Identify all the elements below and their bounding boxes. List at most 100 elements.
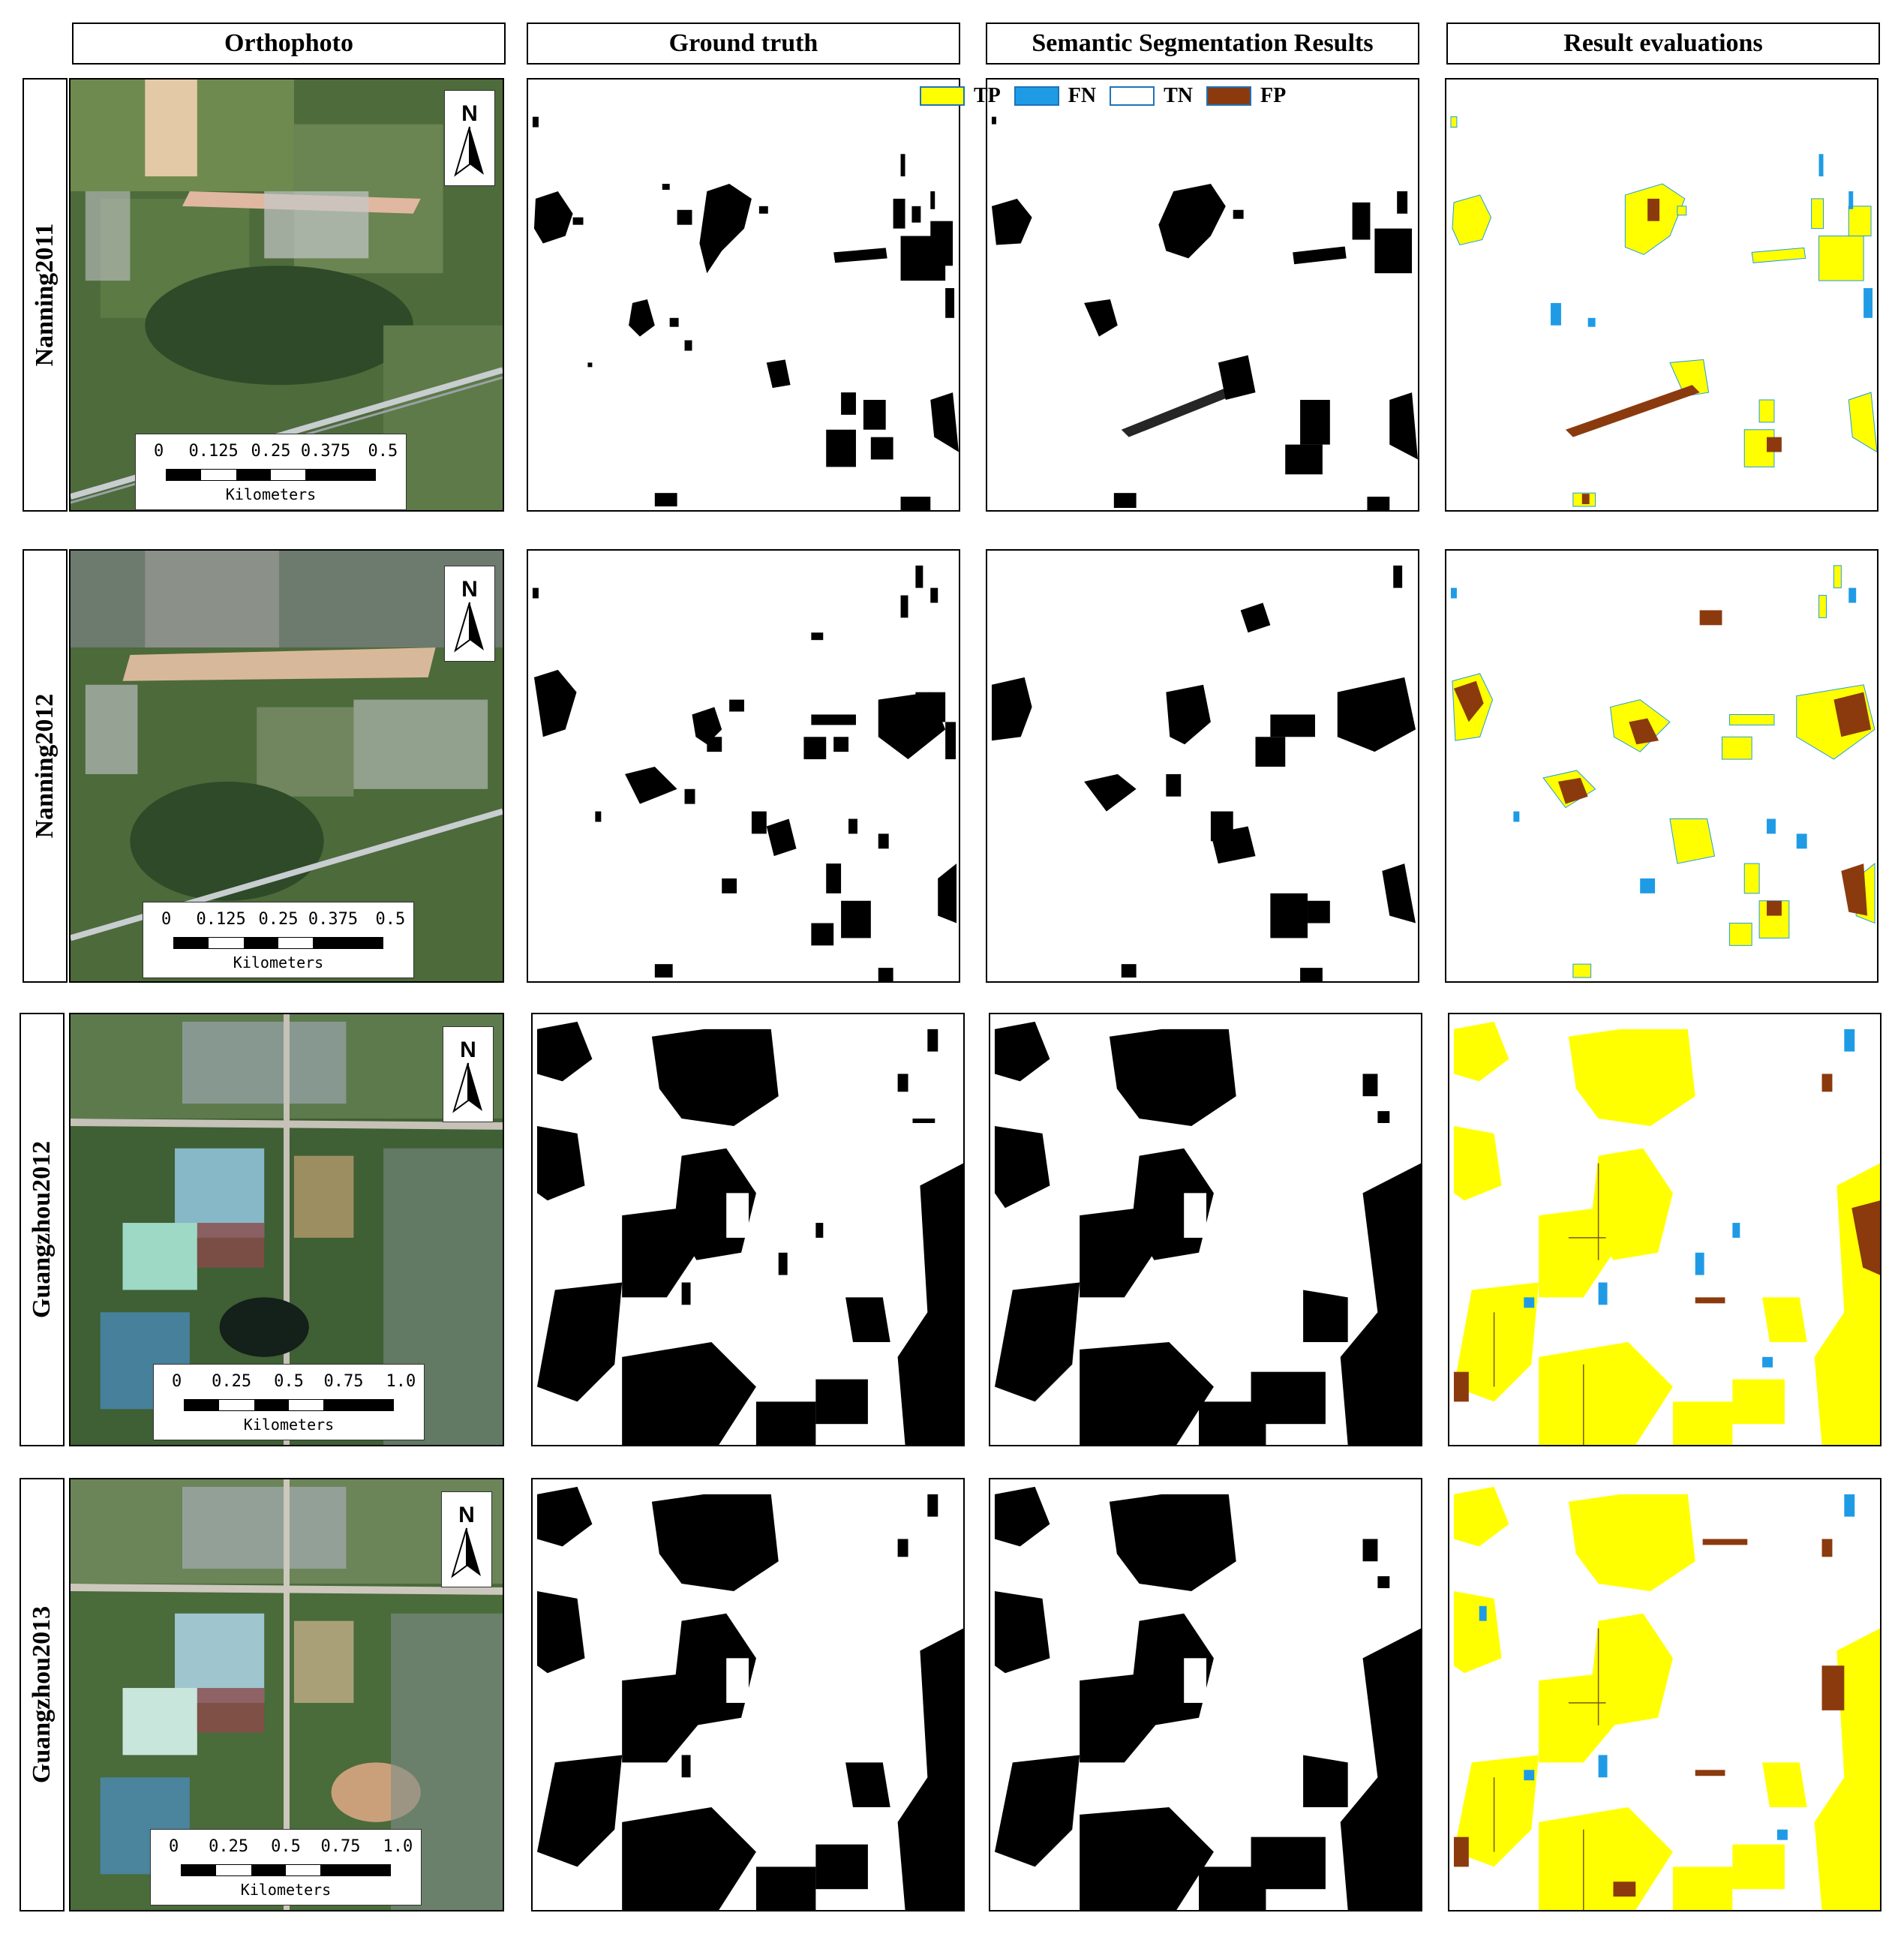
segmentation-guangzhou2012: [989, 1013, 1422, 1446]
segmentation-mask: [994, 1486, 1421, 1910]
scale-bar: 0 0.25 0.5 0.75 1.0 Kilometers: [153, 1364, 425, 1440]
evaluation-map: [1453, 1021, 1880, 1445]
scale-tick: 0.75: [320, 1837, 361, 1856]
orthophoto-image: [71, 551, 503, 981]
scale-bar-graphic: [184, 1399, 394, 1411]
legend-swatch-fn: [1014, 86, 1059, 106]
row-label-guangzhou2013: Guangzhou2013: [20, 1478, 65, 1911]
legend-swatch-tp: [920, 86, 965, 106]
scale-tick: 0.25: [258, 910, 299, 929]
evaluation-map: [1450, 565, 1875, 978]
orthophoto-nanning2012: N 0 0.125 0.25 0.375 0.5 Kilometers: [69, 549, 504, 983]
scale-unit: Kilometers: [225, 485, 317, 503]
north-arrow-icon: N: [454, 101, 484, 177]
scale-tick: 0.25: [251, 442, 291, 461]
header-orthophoto: Orthophoto: [72, 23, 506, 65]
scale-bar-graphic: [181, 1864, 391, 1876]
segmentation-nanning2011: [986, 78, 1419, 512]
scale-unit: Kilometers: [243, 1416, 335, 1434]
legend-swatch-fp: [1206, 86, 1252, 106]
scale-bar-graphic: [173, 937, 383, 949]
orthophoto-image: [71, 80, 503, 510]
segmentation-mask: [991, 565, 1416, 981]
scale-ticks: 0 0.125 0.25 0.375 0.5: [146, 442, 398, 464]
orthophoto-nanning2011: N 0 0.125 0.25 0.375 0.5 Kilometers: [69, 78, 504, 512]
row-label-guangzhou2012: Guangzhou2012: [20, 1013, 65, 1446]
scale-bar: 0 0.125 0.25 0.375 0.5 Kilometers: [135, 434, 407, 510]
header-ground-truth-label: Ground truth: [668, 29, 818, 57]
ground-truth-nanning2012: [527, 549, 960, 983]
scale-ticks: 0 0.125 0.25 0.375 0.5: [154, 910, 406, 932]
ground-truth-guangzhou2013: [531, 1478, 965, 1911]
scale-tick: 0.75: [323, 1372, 364, 1391]
scale-tick: 0: [161, 910, 172, 929]
scale-bar-graphic: [166, 469, 376, 481]
evaluation-guangzhou2012: [1448, 1013, 1881, 1446]
scale-tick: 0.375: [308, 910, 359, 929]
scale-tick: 0.5: [368, 442, 398, 461]
north-arrow: N: [444, 90, 495, 186]
legend-item-tp: TP: [920, 84, 1001, 108]
orthophoto-guangzhou2012: N 0 0.25 0.5 0.75 1.0 Kilometers: [69, 1013, 504, 1446]
header-evaluation-label: Result evaluations: [1563, 29, 1763, 57]
header-segmentation: Semantic Segmentation Results: [986, 23, 1419, 65]
north-label: N: [460, 1038, 476, 1062]
scale-tick: 1.0: [383, 1837, 413, 1856]
legend-label-tn: TN: [1164, 84, 1194, 107]
scale-tick: 0.125: [196, 910, 246, 929]
evaluation-map: [1450, 116, 1877, 507]
row-label-nanning2011: Nanning2011: [23, 78, 68, 512]
scale-tick: 0.25: [212, 1372, 252, 1391]
header-segmentation-label: Semantic Segmentation Results: [1032, 29, 1374, 57]
north-arrow-icon: N: [451, 1503, 481, 1578]
evaluation-map: [1453, 1486, 1880, 1910]
scale-tick: 0.25: [209, 1837, 249, 1856]
north-arrow: N: [441, 1491, 492, 1587]
segmentation-mask: [994, 1021, 1421, 1445]
row-label-text: Nanning2012: [31, 693, 59, 839]
row-label-nanning2012: Nanning2012: [23, 549, 68, 983]
ground-truth-mask: [532, 116, 959, 510]
row-label-text: Guangzhou2013: [28, 1605, 56, 1784]
evaluation-nanning2011: [1445, 78, 1878, 512]
ground-truth-guangzhou2012: [531, 1013, 965, 1446]
legend-item-fp: FP: [1206, 84, 1286, 108]
segmentation-mask: [991, 116, 1418, 510]
scale-tick: 1.0: [386, 1372, 416, 1391]
north-label: N: [458, 1503, 475, 1527]
evaluation-guangzhou2013: [1448, 1478, 1881, 1911]
orthophoto-guangzhou2013: N 0 0.25 0.5 0.75 1.0 Kilometers: [69, 1478, 504, 1911]
scale-tick: 0.5: [271, 1837, 301, 1856]
north-arrow-icon: N: [454, 577, 484, 653]
header-evaluation: Result evaluations: [1446, 23, 1880, 65]
north-arrow-icon: N: [452, 1038, 482, 1113]
scale-tick: 0: [153, 442, 164, 461]
scale-bar: 0 0.25 0.5 0.75 1.0 Kilometers: [150, 1829, 422, 1905]
header-ground-truth: Ground truth: [527, 23, 960, 65]
evaluation-nanning2012: [1445, 549, 1878, 983]
legend-item-tn: TN: [1110, 84, 1193, 108]
north-label: N: [461, 101, 478, 126]
legend-item-fn: FN: [1014, 84, 1096, 108]
scale-tick: 0.125: [188, 442, 239, 461]
scale-tick: 0.5: [375, 910, 406, 929]
scale-tick: 0.5: [274, 1372, 304, 1391]
north-arrow: N: [443, 1026, 494, 1122]
ground-truth-mask: [536, 1486, 963, 1910]
legend-label-tp: TP: [974, 84, 1001, 107]
scale-tick: 0: [168, 1837, 179, 1856]
scale-bar: 0 0.125 0.25 0.375 0.5 Kilometers: [143, 902, 414, 978]
segmentation-nanning2012: [986, 549, 1419, 983]
scale-ticks: 0 0.25 0.5 0.75 1.0: [164, 1372, 416, 1395]
legend: TP FN TN FP: [920, 81, 1299, 111]
ground-truth-mask: [532, 565, 957, 981]
scale-unit: Kilometers: [240, 1881, 332, 1899]
header-orthophoto-label: Orthophoto: [224, 29, 353, 57]
north-label: N: [461, 577, 478, 602]
scale-ticks: 0 0.25 0.5 0.75 1.0: [161, 1837, 413, 1860]
legend-label-fp: FP: [1260, 84, 1287, 107]
row-label-text: Nanning2011: [31, 223, 59, 367]
legend-label-fn: FN: [1068, 84, 1097, 107]
scale-unit: Kilometers: [233, 953, 324, 972]
ground-truth-mask: [536, 1021, 963, 1445]
